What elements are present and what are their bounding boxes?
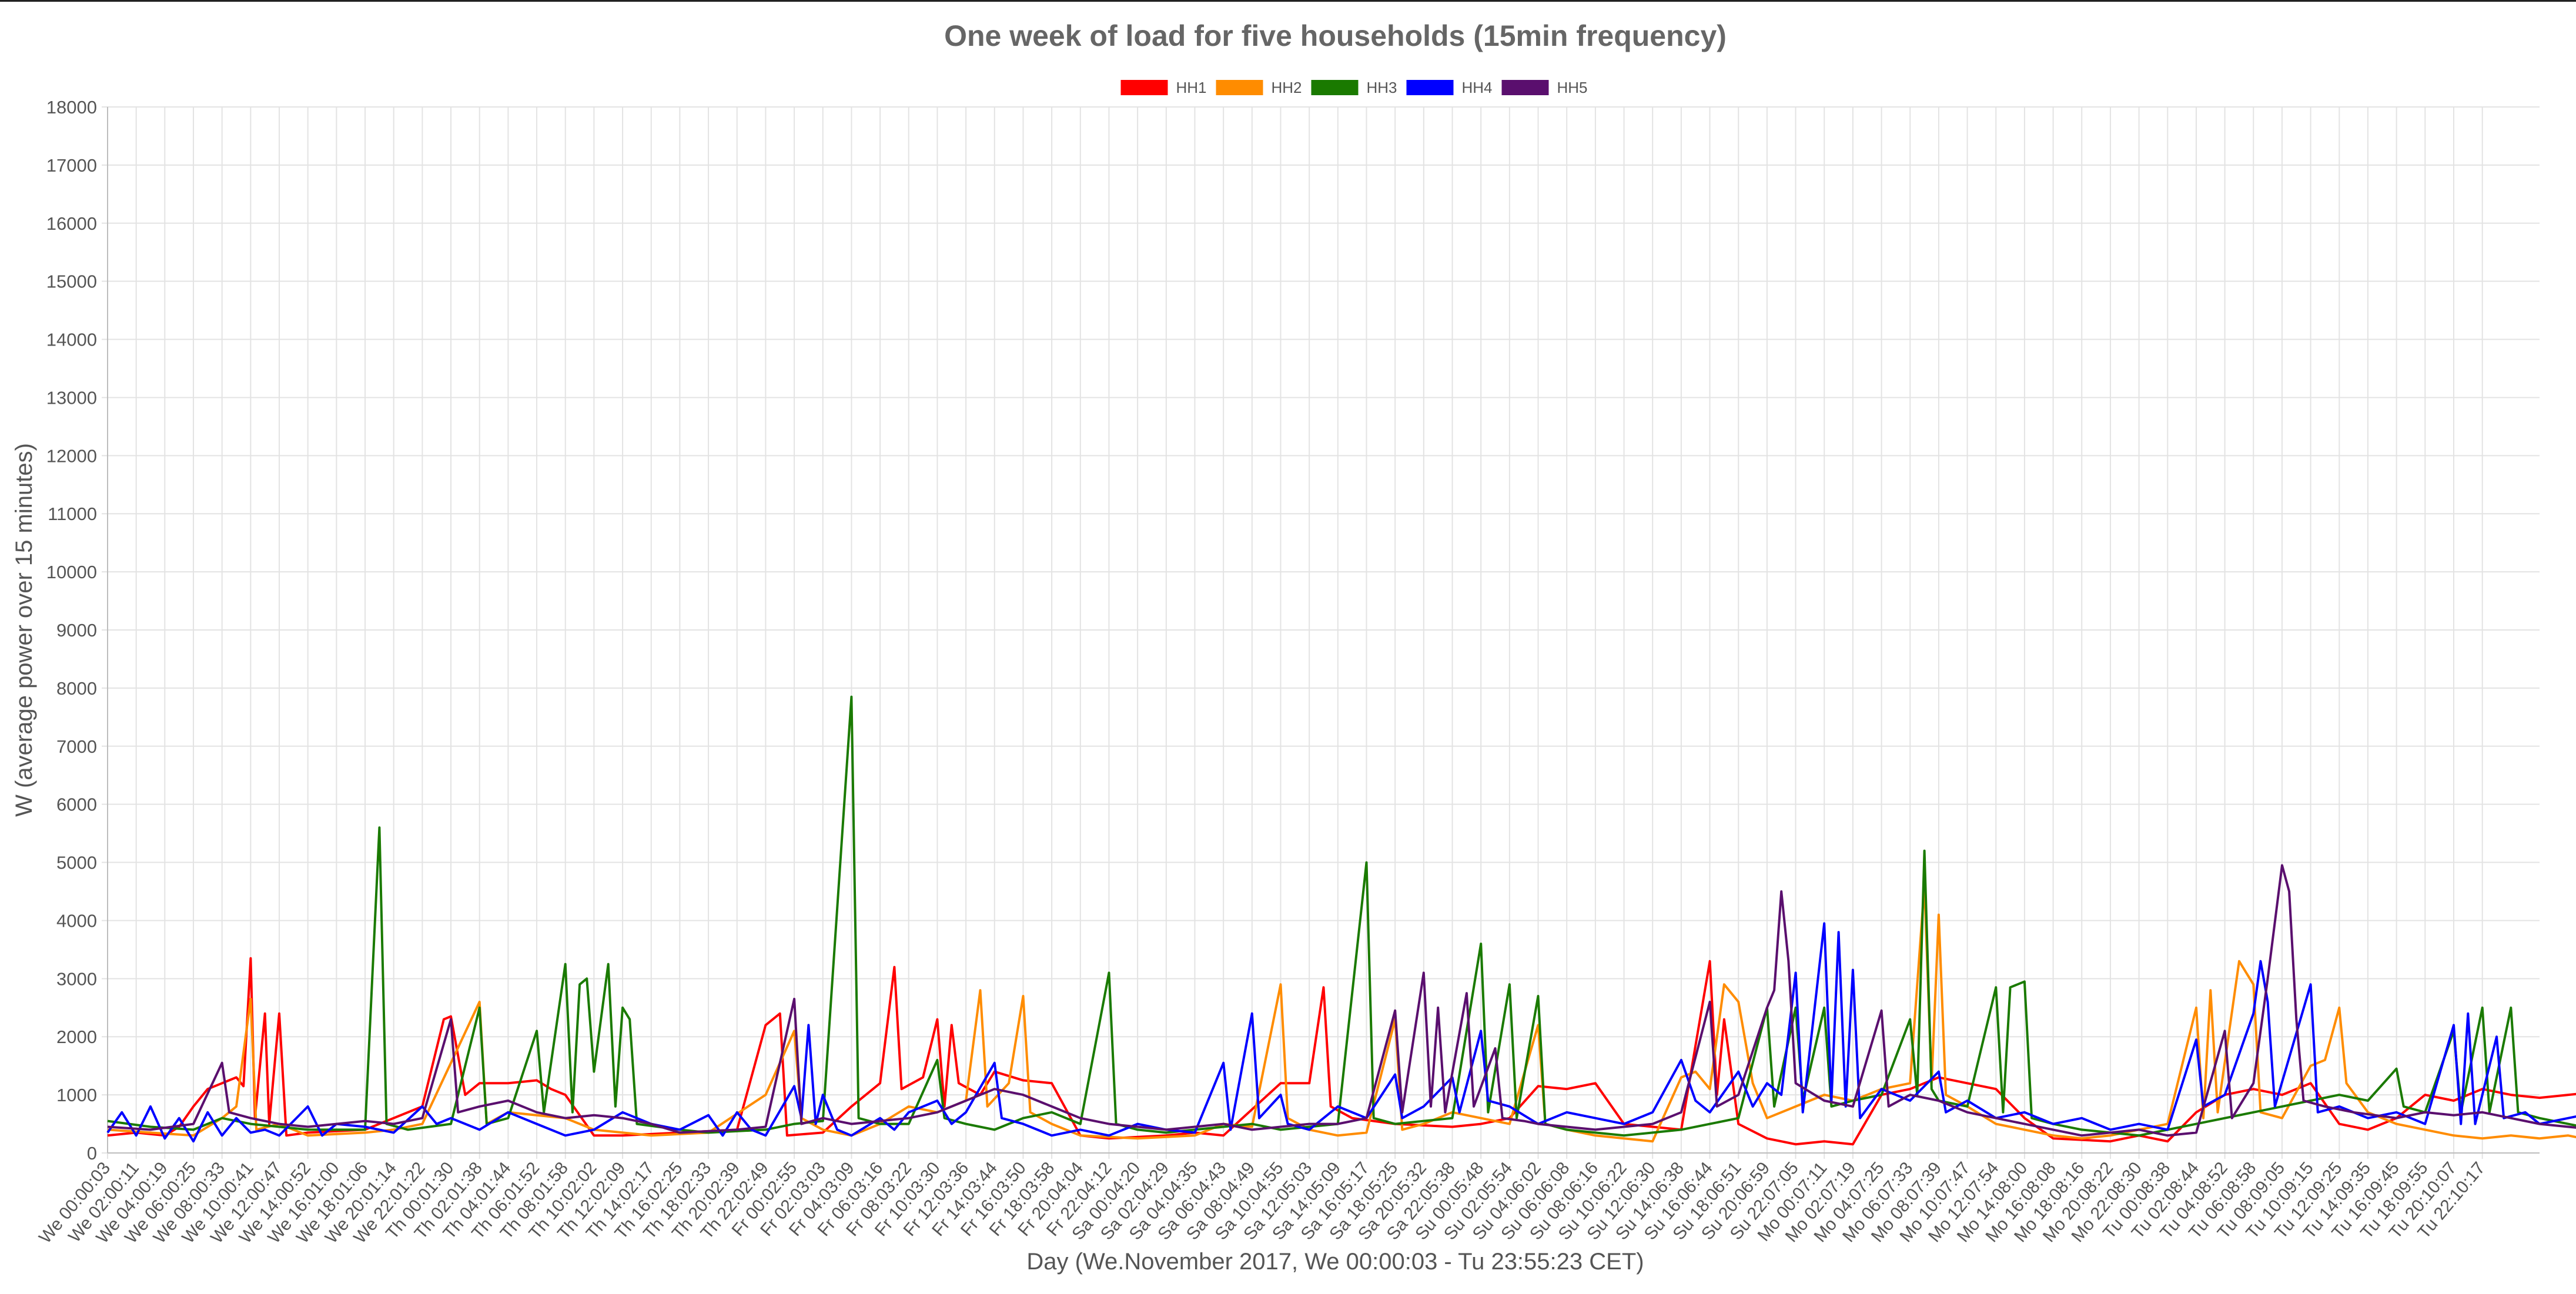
- legend-swatch-hh1: [1120, 80, 1168, 95]
- y-tick-label: 9000: [56, 620, 97, 641]
- y-tick-label: 5000: [56, 853, 97, 873]
- y-tick-label: 6000: [56, 794, 97, 815]
- series-line-hh3: [107, 695, 2576, 1137]
- y-tick-label: 15000: [46, 271, 97, 292]
- y-tick-label: 0: [87, 1143, 97, 1164]
- y-tick-label: 18000: [46, 97, 97, 118]
- y-tick-label: 10000: [46, 562, 97, 582]
- series-line-hh1: [107, 957, 2576, 1146]
- y-tick-label: 1000: [56, 1085, 97, 1105]
- chart-title: One week of load for five households (15…: [944, 19, 1727, 52]
- y-tick-label: 7000: [56, 736, 97, 757]
- y-tick-label: 14000: [46, 330, 97, 350]
- legend-swatch-hh3: [1311, 80, 1359, 95]
- y-axis-label: W (average power over 15 minutes): [11, 443, 37, 817]
- legend-label-hh4: HH4: [1462, 79, 1493, 96]
- y-tick-label: 12000: [46, 445, 97, 466]
- legend-label-hh2: HH2: [1272, 79, 1302, 96]
- legend-label-hh5: HH5: [1557, 79, 1588, 96]
- series-line-hh5: [107, 864, 2576, 1137]
- x-axis-label: Day (We.November 2017, We 00:00:03 - Tu …: [1026, 1249, 1644, 1275]
- legend-label-hh3: HH3: [1367, 79, 1397, 96]
- y-tick-label: 2000: [56, 1027, 97, 1047]
- y-tick-label: 13000: [46, 387, 97, 408]
- top-border: [0, 0, 2576, 2]
- y-tick-label: 3000: [56, 968, 97, 989]
- series-line-hh4: [106, 922, 2576, 1143]
- legend-swatch-hh5: [1501, 80, 1549, 95]
- y-tick-label: 11000: [48, 504, 97, 524]
- legend-label-hh1: HH1: [1176, 79, 1207, 96]
- y-tick-label: 16000: [46, 213, 97, 234]
- y-tick-label: 17000: [46, 155, 97, 176]
- series-line-hh2: [107, 884, 2576, 1143]
- y-tick-label: 4000: [56, 910, 97, 931]
- legend-swatch-hh2: [1216, 80, 1263, 95]
- legend-swatch-hh4: [1406, 80, 1454, 95]
- y-tick-label: 8000: [56, 678, 97, 699]
